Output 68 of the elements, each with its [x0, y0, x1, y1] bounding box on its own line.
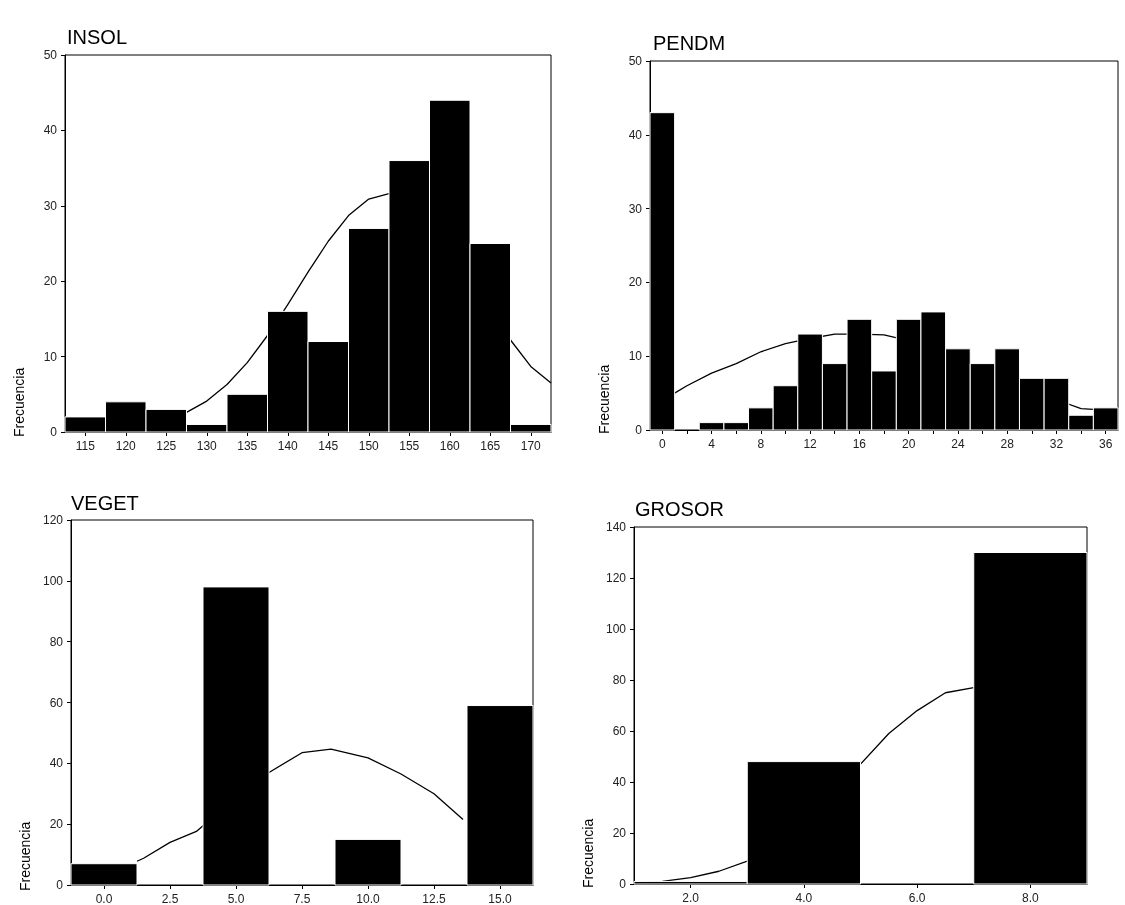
x-tick-label: 120 [115, 439, 137, 453]
chart-title: INSOL [67, 26, 128, 48]
x-tick-label: 2.0 [682, 891, 700, 905]
x-tick-label: 28 [1000, 437, 1015, 451]
y-tick-label: 30 [628, 201, 643, 216]
x-tick-label: 0 [658, 437, 666, 451]
y-tick-label: 10 [43, 349, 58, 364]
chart-title: PENDM [653, 32, 726, 54]
x-tick-label: 135 [237, 439, 258, 453]
y-tick-label: 120 [605, 571, 627, 585]
x-tick-label: 12.5 [422, 892, 446, 905]
x-tick-label: 4.0 [795, 891, 813, 905]
y-tick-label: 0 [635, 423, 643, 437]
x-tick-label: 16 [852, 437, 867, 451]
y-tick-label: 10 [628, 349, 643, 364]
chart-title: GROSOR [635, 498, 724, 520]
y-tick-label: 80 [49, 634, 64, 649]
y-tick-label: 100 [42, 573, 64, 588]
x-tick-label: 8 [757, 437, 765, 451]
y-tick-label: 30 [43, 198, 58, 213]
y-tick-label: 20 [628, 275, 643, 290]
y-tick-label: 0 [50, 425, 58, 439]
x-tick-label: 15.0 [488, 892, 512, 905]
x-tick-label: 5.0 [227, 892, 245, 905]
x-tick-label: 6.0 [908, 891, 926, 905]
y-tick-label: 50 [628, 54, 643, 68]
y-tick-label: 50 [43, 48, 58, 62]
y-tick-label: 100 [605, 622, 627, 636]
x-tick-label: 0.0 [95, 892, 113, 905]
y-tick-label: 60 [49, 695, 64, 710]
y-tick-label: 40 [49, 756, 64, 771]
y-tick-label: 60 [612, 724, 627, 738]
y-axis-title: Frecuencia [17, 821, 33, 891]
x-tick-label: 140 [277, 439, 299, 453]
x-tick-label: 7.5 [293, 892, 311, 905]
x-tick-label: 125 [156, 439, 177, 453]
y-tick-label: 0 [56, 878, 64, 892]
x-tick-label: 24 [951, 437, 965, 451]
y-axis-title: Frecuencia [580, 818, 596, 888]
x-tick-label: 12 [803, 437, 818, 451]
x-tick-label: 20 [901, 437, 916, 451]
y-tick-label: 0 [619, 877, 627, 891]
x-tick-label: 130 [196, 439, 218, 453]
y-axis-title: Frecuencia [11, 367, 27, 437]
x-tick-label: 155 [399, 439, 420, 453]
x-tick-label: 170 [520, 439, 542, 453]
y-tick-label: 20 [612, 826, 627, 840]
x-tick-label: 160 [439, 439, 461, 453]
x-tick-label: 165 [480, 439, 501, 453]
y-tick-label: 40 [628, 127, 643, 142]
x-tick-label: 10.0 [356, 892, 380, 905]
y-tick-label: 80 [612, 673, 627, 687]
chart-title: VEGET [71, 492, 139, 514]
y-tick-label: 40 [612, 775, 627, 789]
x-tick-label: 8.0 [1022, 891, 1040, 905]
y-tick-label: 140 [605, 520, 627, 534]
x-tick-label: 4 [708, 437, 716, 451]
x-tick-label: 36 [1099, 437, 1113, 451]
y-tick-label: 20 [49, 817, 64, 832]
y-tick-label: 20 [43, 274, 58, 289]
x-tick-label: 32 [1049, 437, 1064, 451]
x-tick-label: 115 [75, 439, 96, 453]
y-tick-label: 120 [42, 513, 64, 527]
y-tick-label: 40 [43, 123, 58, 138]
x-tick-label: 150 [358, 439, 380, 453]
x-tick-label: 2.5 [161, 892, 179, 905]
x-tick-label: 145 [318, 439, 339, 453]
y-axis-title: Frecuencia [596, 364, 612, 434]
